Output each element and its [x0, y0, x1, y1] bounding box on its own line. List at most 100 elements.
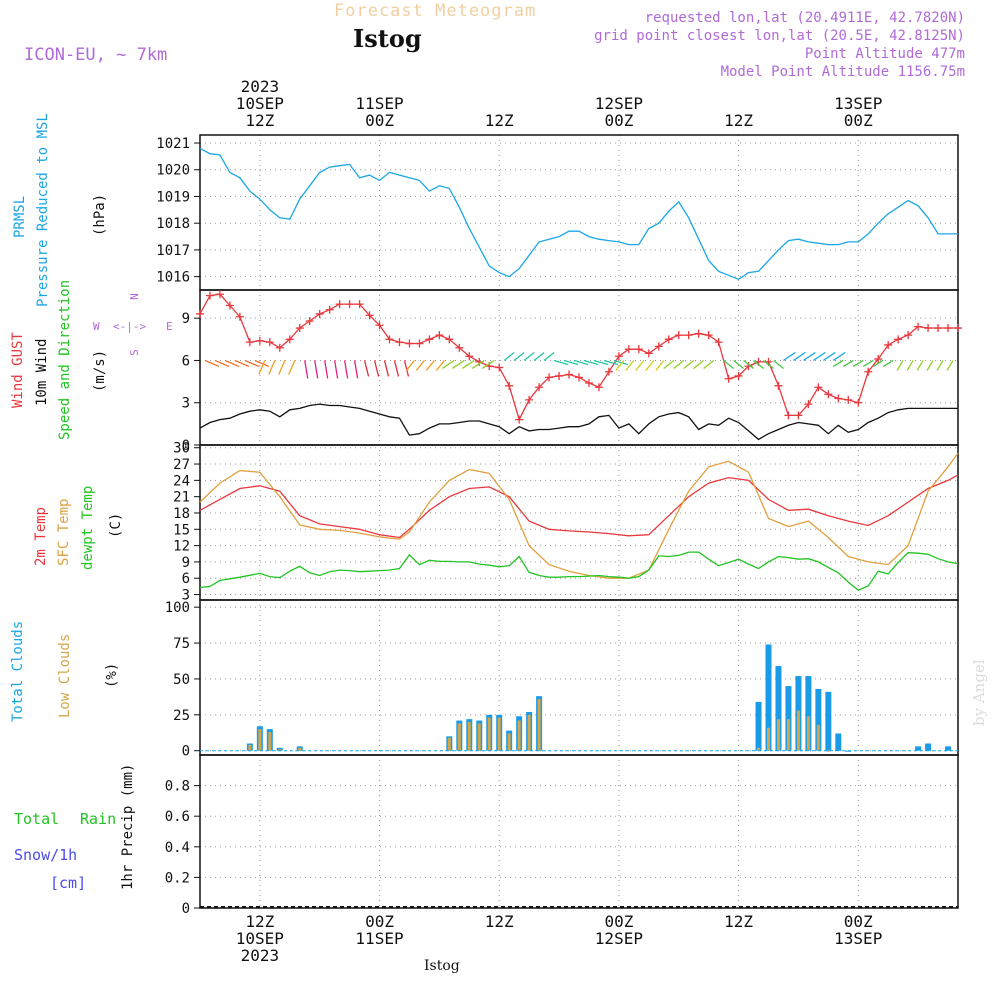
top-time-label: 11SEP — [355, 94, 404, 113]
point-altitude: Point Altitude 477m — [804, 46, 965, 62]
wind-direction-arrow — [663, 359, 675, 369]
gust-marker — [265, 338, 274, 347]
wind-direction-arrow — [304, 360, 309, 379]
bar-low_clouds — [767, 727, 770, 751]
wind-direction-arrow — [583, 359, 599, 366]
y-tick-label: 9 — [182, 555, 190, 571]
wind-direction-arrow — [615, 360, 625, 371]
gust-marker — [904, 331, 913, 340]
bar-low_clouds — [507, 733, 511, 751]
top-time-label: 2023 — [240, 77, 280, 96]
gust-marker — [594, 383, 603, 392]
gust-marker — [674, 331, 683, 340]
bar-low_clouds — [258, 729, 262, 751]
wind-direction-arrow — [783, 351, 796, 361]
gust-marker — [814, 383, 823, 392]
model-label: ICON-EU, ~ 7km — [24, 45, 168, 65]
wind-direction-arrow — [832, 351, 846, 361]
gust-marker — [834, 394, 843, 403]
gust-marker — [445, 335, 454, 344]
panel-frame — [199, 599, 959, 756]
gust-marker — [575, 373, 583, 382]
bar-total_clouds — [775, 666, 782, 751]
wind-direction-arrow — [613, 359, 629, 366]
wind-direction-arrow — [523, 351, 535, 361]
gust-marker — [245, 338, 254, 347]
wind-direction-arrow — [324, 360, 329, 379]
wind-direction-arrow — [723, 359, 735, 369]
bar-low_clouds — [527, 714, 531, 751]
gust-marker — [315, 309, 324, 318]
panel-frame — [199, 134, 959, 291]
wind-direction-arrow — [441, 359, 455, 369]
faint-title: Forecast Meteogram — [334, 1, 537, 21]
y-tick-label: 0 — [182, 901, 190, 917]
wind-direction-arrow — [916, 360, 924, 371]
gust-marker — [914, 322, 923, 331]
wind-direction-arrow — [625, 360, 635, 371]
wind-direction-arrow — [363, 360, 370, 377]
bar-low_clouds — [497, 717, 501, 751]
bottom-time-label: 12Z — [245, 912, 275, 931]
gust-marker — [365, 311, 374, 320]
wind-direction-arrow — [435, 360, 445, 371]
top-time-label: 00Z — [604, 111, 634, 130]
bar-low_clouds — [786, 719, 790, 751]
bar-low_clouds — [477, 723, 481, 751]
wind-direction-arrow — [415, 360, 425, 371]
bar-low_clouds — [447, 737, 451, 751]
y-tick-label: 21 — [173, 490, 190, 506]
y-tick-label: 75 — [173, 636, 190, 652]
y-tick-label: 1016 — [156, 270, 190, 286]
precip-total-label: Total — [14, 810, 60, 828]
wind-direction-arrow — [946, 360, 954, 371]
gust-marker — [924, 324, 933, 333]
series-line-wind — [199, 403, 958, 441]
y-tick-label: 0.2 — [165, 870, 190, 886]
wind-direction-arrow — [268, 360, 276, 375]
wind-direction-arrow — [896, 360, 904, 371]
panel-frame — [199, 289, 959, 446]
bar-low_clouds — [806, 716, 810, 751]
gust-marker — [305, 317, 314, 325]
gust-marker — [515, 415, 524, 424]
bar-low_clouds — [776, 719, 780, 751]
wind-direction-arrow — [451, 359, 465, 369]
bottom-time-label: 00Z — [365, 912, 394, 931]
gust-marker — [584, 379, 593, 387]
bottom-time-label: 00Z — [604, 912, 634, 931]
wind-direction-arrow — [461, 359, 475, 369]
compass-arrows: <-|-> — [113, 320, 147, 333]
wind-direction-arrow — [258, 360, 266, 375]
wind-direction-arrow — [645, 360, 655, 371]
gust-marker — [624, 345, 633, 354]
gust-marker — [654, 342, 663, 351]
bar-low_clouds — [517, 720, 521, 751]
wind-direction-arrow — [936, 360, 944, 371]
bar-low_clouds — [796, 710, 800, 751]
wind-direction-arrow — [254, 359, 270, 368]
gust-marker — [884, 340, 893, 349]
wind-direction-arrow — [793, 351, 806, 361]
wind-direction-arrow — [214, 359, 230, 368]
gust-marker — [644, 349, 653, 358]
wind-direction-arrow — [244, 359, 260, 368]
bar-low_clouds — [757, 747, 761, 751]
top-time-label: 12Z — [245, 111, 275, 130]
bar-low_clouds — [248, 744, 252, 751]
wind-direction-arrow — [906, 360, 914, 371]
bottom-time-label: 12SEP — [594, 929, 643, 948]
gust-marker — [525, 395, 534, 404]
wind-direction-arrow — [543, 351, 555, 361]
y-tick-label: 1018 — [156, 216, 190, 232]
bar-low_clouds — [826, 750, 830, 752]
wind-direction-arrow — [288, 360, 296, 375]
gust-marker — [325, 305, 334, 314]
gust-marker — [844, 395, 853, 404]
gust-marker — [425, 335, 434, 344]
gust-marker — [664, 335, 673, 344]
wind-direction-arrow — [343, 360, 349, 379]
wind-direction-arrow — [743, 359, 754, 369]
wind-direction-arrow — [763, 359, 774, 369]
wind-direction-arrow — [852, 359, 864, 368]
